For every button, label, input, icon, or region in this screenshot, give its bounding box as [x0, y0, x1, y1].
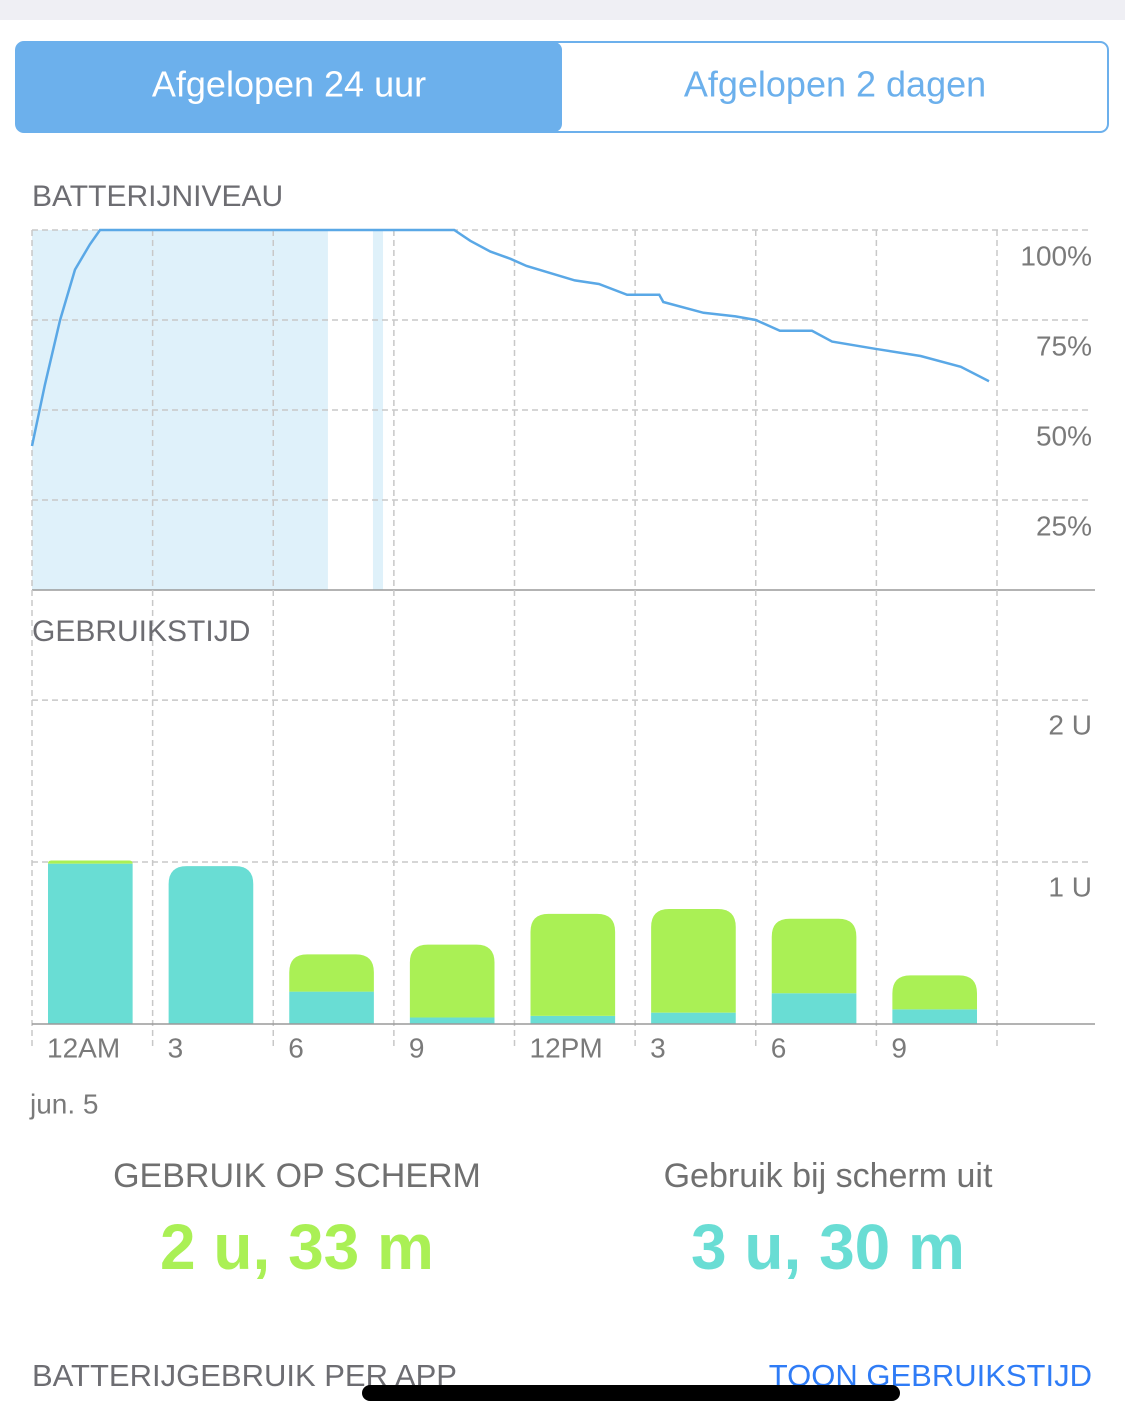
- bar-segment: [48, 860, 133, 864]
- segment-selected: [16, 42, 562, 132]
- bar-segment: [892, 1009, 977, 1024]
- battery-line: [30, 228, 990, 447]
- y-tick-label: 1 U: [1048, 871, 1092, 902]
- segment-label[interactable]: Afgelopen 2 dagen: [684, 64, 986, 105]
- x-tick-label: 6: [771, 1032, 787, 1063]
- bar-segment: [289, 954, 374, 992]
- x-tick-label: 12PM: [530, 1032, 603, 1063]
- x-tick-label: 12AM: [47, 1032, 120, 1063]
- charging-period: [32, 230, 328, 590]
- top-strip: [0, 0, 1125, 20]
- bar-segment: [48, 863, 133, 1024]
- bar-segment: [289, 991, 374, 1024]
- x-tick-label: 9: [409, 1032, 425, 1063]
- bar-segment: [651, 909, 736, 1013]
- date-label: jun. 5: [29, 1088, 99, 1119]
- chart-title: GEBRUIKSTIJD: [32, 615, 250, 648]
- chart-title: BATTERIJNIVEAU: [32, 180, 283, 213]
- summary-value: 2 u, 33 m: [160, 1211, 434, 1283]
- y-tick-label: 50%: [1036, 420, 1092, 451]
- segment-label[interactable]: Afgelopen 24 uur: [152, 64, 426, 105]
- x-tick-label: 6: [288, 1032, 304, 1063]
- x-tick-label: 3: [168, 1032, 184, 1063]
- bar-segment: [892, 975, 977, 1010]
- bar-segment: [168, 866, 254, 1024]
- bar-segment: [771, 993, 857, 1024]
- bar-segment: [530, 913, 616, 1016]
- y-tick-label: 2 U: [1048, 710, 1092, 741]
- bar-segment: [409, 1017, 495, 1024]
- bar-segment: [771, 918, 857, 994]
- bar-segment: [409, 944, 495, 1018]
- x-tick-label: 3: [650, 1032, 666, 1063]
- x-tick-label: 9: [891, 1032, 907, 1063]
- y-tick-label: 100%: [1020, 240, 1092, 271]
- summary-label: Gebruik bij scherm uit: [664, 1157, 993, 1195]
- summary-label: GEBRUIK OP SCHERM: [113, 1157, 481, 1195]
- bar-segment: [530, 1015, 616, 1024]
- summary-value: 3 u, 30 m: [691, 1211, 965, 1283]
- y-tick-label: 75%: [1036, 330, 1092, 361]
- bar-segment: [651, 1012, 736, 1024]
- y-tick-label: 25%: [1036, 510, 1092, 541]
- home-indicator: [362, 1385, 900, 1401]
